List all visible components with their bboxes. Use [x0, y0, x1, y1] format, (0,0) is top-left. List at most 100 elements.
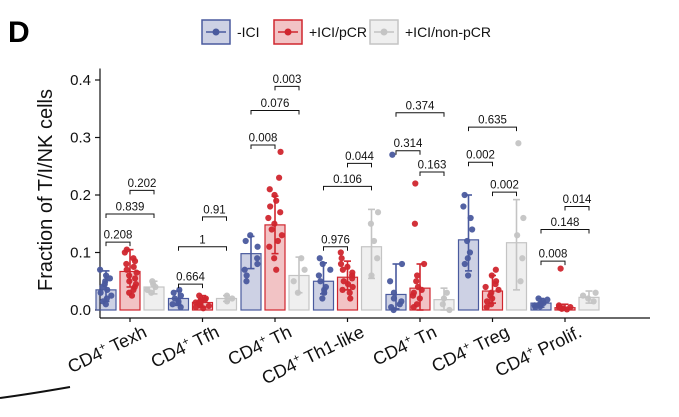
data-point [202, 295, 209, 302]
data-point [327, 266, 334, 273]
legend-item: +ICI/pCR [273, 19, 367, 45]
data-point [192, 299, 199, 306]
data-point [274, 237, 281, 245]
data-point [301, 266, 308, 273]
data-point [271, 255, 278, 262]
data-point [132, 281, 140, 288]
p-value-label: 0.374 [406, 100, 435, 112]
data-point [273, 197, 280, 204]
p-value-label: 0.202 [128, 178, 157, 190]
p-value-label: 0.635 [478, 115, 507, 127]
data-point [387, 278, 394, 285]
data-point [126, 272, 133, 279]
legend-swatch-dot [380, 28, 388, 36]
data-point [464, 255, 471, 262]
significance-bracket [202, 216, 227, 221]
data-point [241, 266, 248, 273]
p-value-label: 0.076 [261, 98, 290, 110]
data-point [544, 296, 551, 303]
data-point [197, 297, 204, 304]
data-point [412, 180, 419, 187]
data-point [413, 278, 420, 285]
data-point [290, 278, 297, 285]
x-tick-label: CD4+ Tfh [148, 322, 223, 372]
data-point [130, 263, 137, 270]
data-point [254, 255, 261, 262]
data-point [592, 289, 599, 296]
data-point [519, 255, 526, 262]
legend-label: -ICI [237, 24, 260, 40]
data-point [411, 220, 419, 227]
data-point [223, 292, 230, 299]
data-point [461, 260, 468, 268]
data-point [99, 298, 107, 305]
data-point [268, 226, 275, 233]
y-tick-label: 0.3 [70, 130, 91, 147]
p-value-label: 0.008 [539, 249, 568, 261]
data-point [531, 302, 538, 309]
data-point [338, 255, 345, 262]
data-point [416, 295, 423, 302]
significance-bracket [468, 126, 517, 132]
data-point [492, 281, 499, 288]
data-point [344, 281, 352, 288]
data-point [223, 298, 231, 305]
data-point [271, 191, 278, 199]
data-point [389, 151, 396, 158]
data-point [517, 278, 524, 285]
x-tick-label: CD4+ Texh [64, 322, 149, 377]
data-point [123, 246, 130, 253]
data-point [267, 203, 274, 210]
data-point [349, 283, 356, 291]
p-value-label: 0.208 [104, 230, 133, 242]
significance-bracket [395, 112, 445, 117]
data-point [337, 249, 344, 256]
data-point [515, 140, 522, 147]
data-point [367, 220, 375, 227]
data-point [413, 301, 421, 308]
data-point [254, 243, 261, 250]
data-point [271, 220, 278, 227]
data-point [370, 237, 378, 245]
decorative-curve [0, 386, 71, 399]
data-point [483, 298, 491, 305]
p-value-label: 0.002 [490, 180, 519, 192]
data-point [315, 272, 322, 279]
data-point [123, 260, 130, 268]
data-point [398, 298, 405, 305]
data-point [461, 191, 468, 199]
legend-item: -ICI [201, 19, 260, 45]
data-point [537, 300, 545, 307]
data-point [409, 292, 417, 299]
data-point [483, 304, 490, 311]
p-value-label: 1 [199, 234, 205, 246]
data-point [229, 295, 236, 302]
data-point [567, 304, 574, 311]
data-point [414, 272, 421, 279]
data-point [265, 214, 272, 222]
axes: 0.0 0.1 0.2 0.3 0.4 [70, 68, 650, 322]
data-point [243, 272, 250, 279]
p-value-label: 0.163 [418, 160, 447, 172]
data-point [439, 301, 446, 308]
significance-bracket [129, 189, 155, 195]
data-point [247, 232, 254, 239]
data-point [319, 295, 326, 302]
p-value-label: 0.002 [466, 150, 495, 162]
significance-bracket [540, 229, 590, 234]
data-point [149, 278, 156, 285]
data-point [131, 258, 139, 265]
data-point [171, 295, 178, 302]
significance-bracket [323, 246, 348, 251]
data-point [97, 289, 104, 296]
significance-bracket [105, 213, 155, 218]
data-point [390, 289, 398, 296]
p-value-label: 0.008 [249, 132, 278, 144]
data-point [464, 272, 472, 279]
data-point [398, 260, 406, 268]
data-point [514, 232, 521, 239]
p-value-label: 0.003 [273, 74, 302, 86]
p-value-label: 0.664 [176, 272, 205, 284]
data-point [446, 306, 453, 314]
